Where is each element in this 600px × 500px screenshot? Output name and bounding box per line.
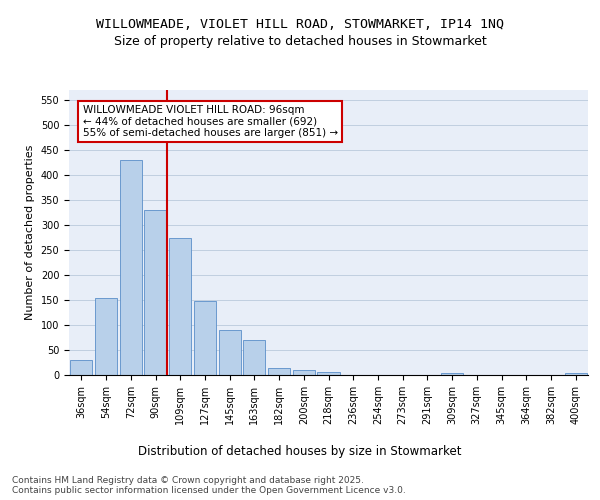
Bar [293,370,315,375]
Bar [565,373,587,375]
Text: Contains HM Land Registry data © Crown copyright and database right 2025.
Contai: Contains HM Land Registry data © Crown c… [12,476,406,495]
Text: Distribution of detached houses by size in Stowmarket: Distribution of detached houses by size … [138,444,462,458]
Bar [95,298,117,375]
Bar [169,238,191,375]
Bar [268,368,290,375]
Bar [317,372,340,375]
Text: WILLOWMEADE VIOLET HILL ROAD: 96sqm
← 44% of detached houses are smaller (692)
5: WILLOWMEADE VIOLET HILL ROAD: 96sqm ← 44… [83,105,338,138]
Text: Size of property relative to detached houses in Stowmarket: Size of property relative to detached ho… [113,35,487,48]
Bar [243,340,265,375]
Bar [218,330,241,375]
Text: WILLOWMEADE, VIOLET HILL ROAD, STOWMARKET, IP14 1NQ: WILLOWMEADE, VIOLET HILL ROAD, STOWMARKE… [96,18,504,30]
Bar [145,210,167,375]
Bar [119,160,142,375]
Bar [194,301,216,375]
Bar [70,360,92,375]
Y-axis label: Number of detached properties: Number of detached properties [25,145,35,320]
Bar [441,372,463,375]
